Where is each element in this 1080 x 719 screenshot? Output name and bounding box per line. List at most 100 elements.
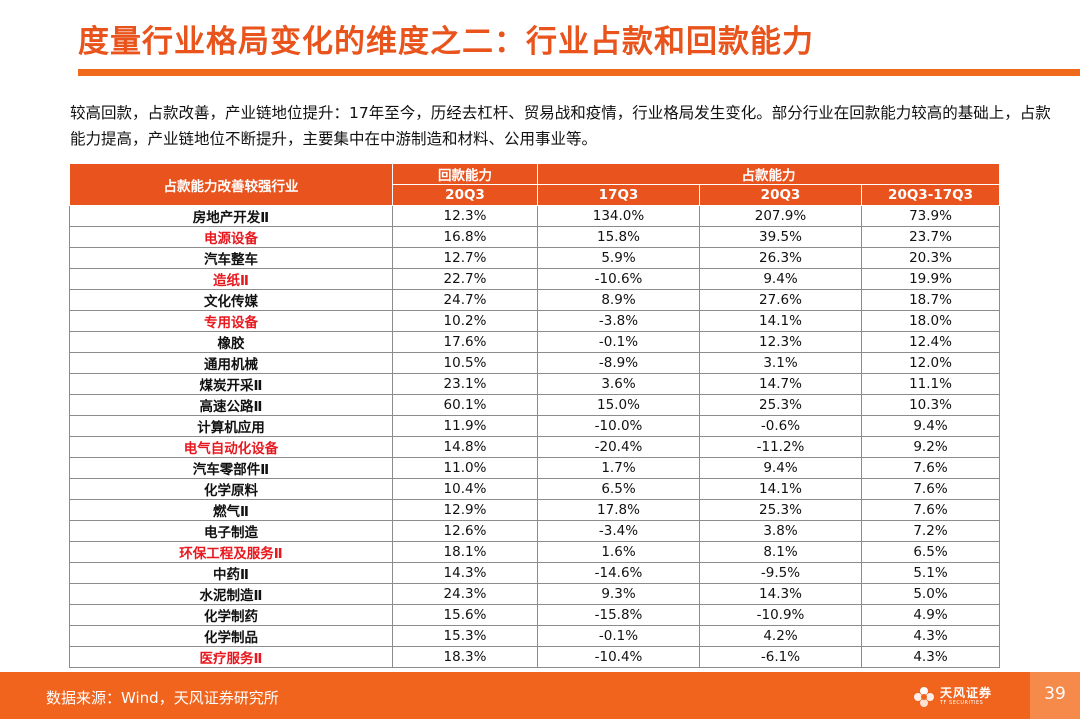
table-row: 化学制药 15.6% -15.8% -10.9% 4.9% <box>69 604 1001 626</box>
zhankuan-17q3-cell: -0.1% <box>537 625 700 647</box>
industry-name-cell: 造纸Ⅱ <box>69 268 393 290</box>
table-row: 化学制品 15.3% -0.1% 4.2% 4.3% <box>69 625 1001 647</box>
zhankuan-diff-cell: 23.7% <box>860 226 1001 248</box>
table-row: 电子制造 12.6% -3.4% 3.8% 7.2% <box>69 520 1001 542</box>
zhankuan-diff-cell: 9.4% <box>860 415 1001 437</box>
company-logo: 天风证券 TF SECURITIES <box>910 683 1010 711</box>
table-row: 电源设备 16.8% 15.8% 39.5% 23.7% <box>69 226 1001 248</box>
industry-name-cell: 通用机械 <box>69 352 393 374</box>
huikuan-20q3-cell: 18.1% <box>392 541 538 563</box>
table-header-row: 占款能力改善较强行业 回款能力 占款能力 <box>69 163 1001 206</box>
zhankuan-17q3-cell: 8.9% <box>537 289 700 311</box>
huikuan-20q3-cell: 22.7% <box>392 268 538 290</box>
header-group-zhankuan: 占款能力 <box>536 163 1001 185</box>
zhankuan-17q3-cell: -10.0% <box>537 415 700 437</box>
zhankuan-20q3-cell: 14.7% <box>699 373 862 395</box>
zhankuan-diff-cell: 4.9% <box>860 604 1001 626</box>
huikuan-20q3-cell: 12.7% <box>392 247 538 269</box>
table-row: 环保工程及服务Ⅱ 18.1% 1.6% 8.1% 6.5% <box>69 541 1001 563</box>
zhankuan-17q3-cell: 9.3% <box>537 583 700 605</box>
industry-name-cell: 电源设备 <box>69 226 393 248</box>
zhankuan-20q3-cell: 25.3% <box>699 394 862 416</box>
industry-name-cell: 计算机应用 <box>69 415 393 437</box>
zhankuan-diff-cell: 4.3% <box>860 625 1001 647</box>
table-body: 房地产开发Ⅱ 12.3% 134.0% 207.9% 73.9% 电源设备 16.8% 15.… <box>69 205 1001 668</box>
zhankuan-20q3-cell: 14.1% <box>699 478 862 500</box>
industry-name-cell: 文化传媒 <box>69 289 393 311</box>
industry-name-cell: 汽车零部件Ⅱ <box>69 457 393 479</box>
huikuan-20q3-cell: 12.6% <box>392 520 538 542</box>
zhankuan-17q3-cell: 1.7% <box>537 457 700 479</box>
zhankuan-diff-cell: 18.7% <box>860 289 1001 311</box>
huikuan-20q3-cell: 11.0% <box>392 457 538 479</box>
huikuan-20q3-cell: 10.2% <box>392 310 538 332</box>
logo-flower-icon <box>914 687 934 707</box>
industry-name-cell: 汽车整车 <box>69 247 393 269</box>
table-row: 化学原料 10.4% 6.5% 14.1% 7.6% <box>69 478 1001 500</box>
zhankuan-diff-cell: 73.9% <box>860 205 1001 227</box>
huikuan-20q3-cell: 12.3% <box>392 205 538 227</box>
table-row: 汽车整车 12.7% 5.9% 26.3% 20.3% <box>69 247 1001 269</box>
zhankuan-17q3-cell: 3.6% <box>537 373 700 395</box>
table-row: 医疗服务Ⅱ 18.3% -10.4% -6.1% 4.3% <box>69 646 1001 668</box>
zhankuan-diff-cell: 12.4% <box>860 331 1001 353</box>
industry-name-cell: 橡胶 <box>69 331 393 353</box>
subheader-zhankuan-17q3: 17Q3 <box>537 184 700 206</box>
page-number: 39 <box>1044 684 1066 704</box>
industry-name-cell: 医疗服务Ⅱ <box>69 646 393 668</box>
huikuan-20q3-cell: 60.1% <box>392 394 538 416</box>
zhankuan-20q3-cell: 12.3% <box>699 331 862 353</box>
industry-name-cell: 电气自动化设备 <box>69 436 393 458</box>
zhankuan-diff-cell: 7.6% <box>860 499 1001 521</box>
industry-name-cell: 化学原料 <box>69 478 393 500</box>
table-row: 电气自动化设备 14.8% -20.4% -11.2% 9.2% <box>69 436 1001 458</box>
zhankuan-20q3-cell: 26.3% <box>699 247 862 269</box>
zhankuan-diff-cell: 7.2% <box>860 520 1001 542</box>
footer-bar: 数据来源：Wind，天风证券研究所 天风证券 TF SECURITIES 39 <box>0 672 1080 719</box>
huikuan-20q3-cell: 10.5% <box>392 352 538 374</box>
zhankuan-20q3-cell: 9.4% <box>699 268 862 290</box>
zhankuan-diff-cell: 11.1% <box>860 373 1001 395</box>
zhankuan-17q3-cell: 17.8% <box>537 499 700 521</box>
zhankuan-20q3-cell: -10.9% <box>699 604 862 626</box>
zhankuan-20q3-cell: -9.5% <box>699 562 862 584</box>
zhankuan-20q3-cell: -0.6% <box>699 415 862 437</box>
zhankuan-diff-cell: 7.6% <box>860 478 1001 500</box>
zhankuan-17q3-cell: 6.5% <box>537 478 700 500</box>
huikuan-20q3-cell: 16.8% <box>392 226 538 248</box>
zhankuan-diff-cell: 20.3% <box>860 247 1001 269</box>
huikuan-20q3-cell: 15.3% <box>392 625 538 647</box>
zhankuan-diff-cell: 5.1% <box>860 562 1001 584</box>
zhankuan-diff-cell: 6.5% <box>860 541 1001 563</box>
industry-name-cell: 煤炭开采Ⅱ <box>69 373 393 395</box>
table-row: 造纸Ⅱ 22.7% -10.6% 9.4% 19.9% <box>69 268 1001 290</box>
industry-name-cell: 化学制品 <box>69 625 393 647</box>
zhankuan-17q3-cell: 1.6% <box>537 541 700 563</box>
header-group-huikuan: 回款能力 <box>392 163 538 185</box>
zhankuan-diff-cell: 4.3% <box>860 646 1001 668</box>
industry-name-cell: 房地产开发Ⅱ <box>69 205 393 227</box>
industry-name-cell: 电子制造 <box>69 520 393 542</box>
zhankuan-20q3-cell: -6.1% <box>699 646 862 668</box>
huikuan-20q3-cell: 15.6% <box>392 604 538 626</box>
industry-name-cell: 环保工程及服务Ⅱ <box>69 541 393 563</box>
zhankuan-20q3-cell: 27.6% <box>699 289 862 311</box>
zhankuan-diff-cell: 18.0% <box>860 310 1001 332</box>
logo-text: 天风证券 <box>940 686 993 700</box>
subheader-huikuan-20q3: 20Q3 <box>392 184 538 206</box>
table-row: 煤炭开采Ⅱ 23.1% 3.6% 14.7% 11.1% <box>69 373 1001 395</box>
huikuan-20q3-cell: 11.9% <box>392 415 538 437</box>
zhankuan-17q3-cell: -15.8% <box>537 604 700 626</box>
zhankuan-17q3-cell: -14.6% <box>537 562 700 584</box>
subheader-zhankuan-diff: 20Q3-17Q3 <box>860 184 1001 206</box>
zhankuan-20q3-cell: 3.8% <box>699 520 862 542</box>
page-number-box: 39 <box>1030 672 1080 719</box>
zhankuan-diff-cell: 19.9% <box>860 268 1001 290</box>
zhankuan-20q3-cell: 39.5% <box>699 226 862 248</box>
table-row: 中药Ⅱ 14.3% -14.6% -9.5% 5.1% <box>69 562 1001 584</box>
huikuan-20q3-cell: 18.3% <box>392 646 538 668</box>
zhankuan-20q3-cell: 4.2% <box>699 625 862 647</box>
zhankuan-17q3-cell: -3.4% <box>537 520 700 542</box>
zhankuan-17q3-cell: -10.4% <box>537 646 700 668</box>
zhankuan-17q3-cell: -3.8% <box>537 310 700 332</box>
